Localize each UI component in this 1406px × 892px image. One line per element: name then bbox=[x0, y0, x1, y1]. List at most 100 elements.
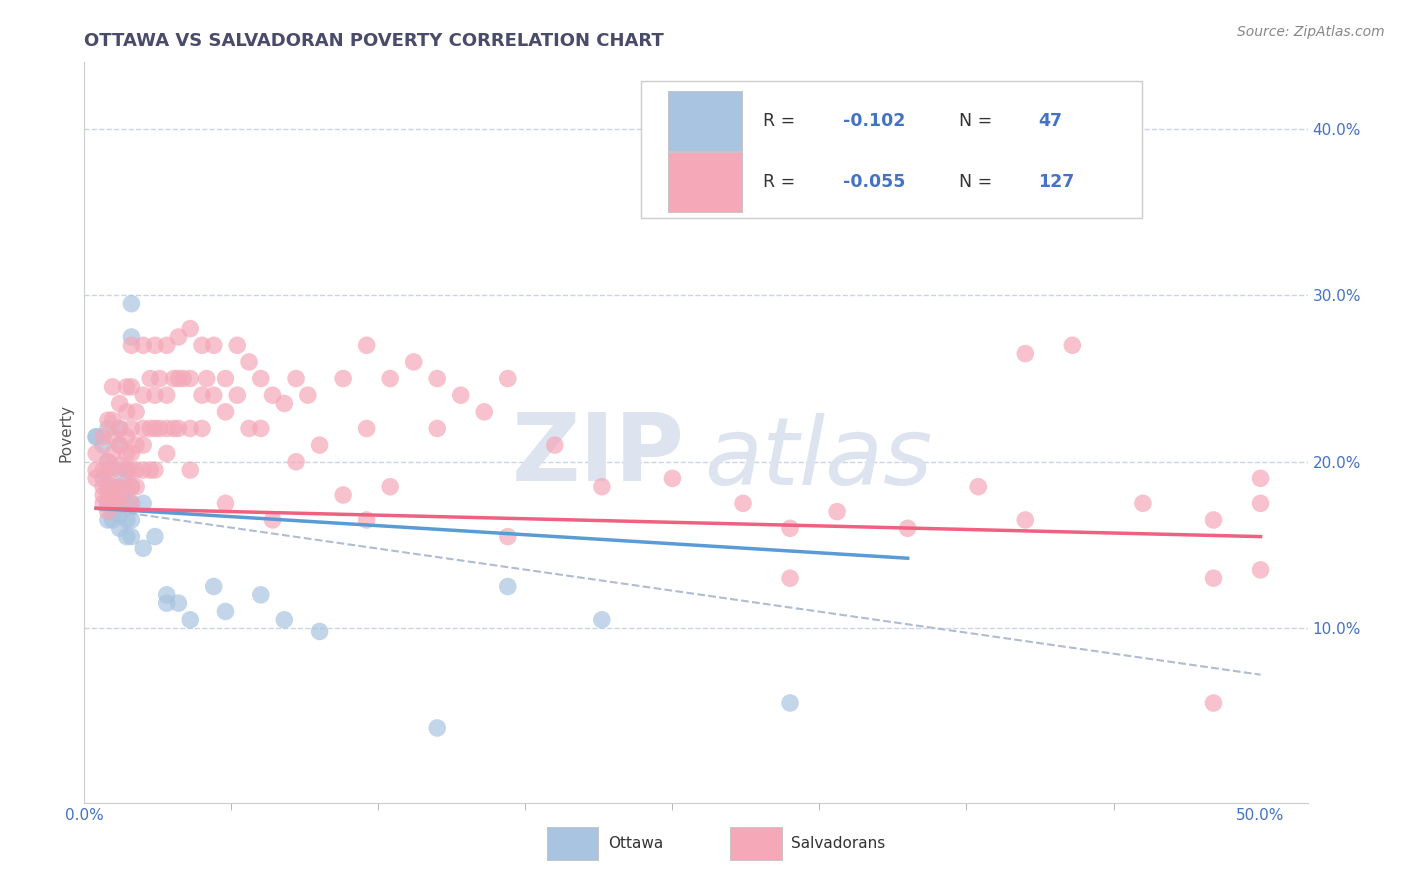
Point bbox=[226, 388, 249, 402]
Point bbox=[101, 463, 124, 477]
Point bbox=[779, 696, 801, 710]
Point bbox=[132, 338, 155, 352]
Point bbox=[120, 480, 142, 494]
Point bbox=[426, 721, 449, 735]
Point bbox=[120, 463, 142, 477]
Text: R =: R = bbox=[763, 112, 801, 130]
Point bbox=[132, 463, 155, 477]
Point bbox=[125, 405, 148, 419]
Point bbox=[191, 338, 214, 352]
Point bbox=[108, 488, 131, 502]
Point bbox=[179, 321, 201, 335]
Point bbox=[120, 496, 142, 510]
Point bbox=[779, 571, 801, 585]
Point bbox=[308, 438, 330, 452]
Point bbox=[108, 496, 131, 510]
Point bbox=[115, 530, 138, 544]
Point bbox=[139, 421, 162, 435]
Point bbox=[285, 371, 308, 385]
Point bbox=[125, 480, 148, 494]
Point bbox=[149, 421, 172, 435]
Point bbox=[1132, 496, 1154, 510]
Point bbox=[179, 421, 201, 435]
Point bbox=[172, 371, 194, 385]
Point bbox=[179, 371, 201, 385]
Point bbox=[661, 197, 683, 211]
Text: Salvadorans: Salvadorans bbox=[792, 836, 886, 851]
Point bbox=[101, 413, 124, 427]
Point bbox=[115, 463, 138, 477]
Point bbox=[97, 455, 120, 469]
Point bbox=[97, 480, 120, 494]
Text: N =: N = bbox=[959, 173, 998, 191]
Point bbox=[179, 463, 201, 477]
Point bbox=[167, 371, 190, 385]
Point bbox=[380, 480, 402, 494]
Point bbox=[91, 430, 114, 444]
Point bbox=[101, 513, 124, 527]
Text: OTTAWA VS SALVADORAN POVERTY CORRELATION CHART: OTTAWA VS SALVADORAN POVERTY CORRELATION… bbox=[84, 32, 664, 50]
Point bbox=[249, 371, 271, 385]
Point bbox=[202, 338, 225, 352]
Point bbox=[108, 508, 131, 522]
Point bbox=[1062, 338, 1084, 352]
Point bbox=[450, 388, 472, 402]
Point bbox=[262, 513, 284, 527]
Point bbox=[214, 605, 236, 619]
FancyBboxPatch shape bbox=[547, 827, 598, 860]
Point bbox=[101, 430, 124, 444]
Point bbox=[214, 371, 236, 385]
Point bbox=[897, 188, 920, 202]
Point bbox=[1202, 696, 1225, 710]
Point bbox=[101, 496, 124, 510]
Point bbox=[238, 421, 260, 435]
Point bbox=[108, 421, 131, 435]
Text: N =: N = bbox=[959, 112, 998, 130]
Point bbox=[156, 421, 179, 435]
Point bbox=[156, 446, 179, 460]
Point bbox=[156, 338, 179, 352]
Point bbox=[120, 296, 142, 310]
Point bbox=[132, 388, 155, 402]
Point bbox=[108, 438, 131, 452]
Point bbox=[120, 330, 142, 344]
Point bbox=[115, 513, 138, 527]
Point bbox=[108, 421, 131, 435]
Point bbox=[167, 421, 190, 435]
Point bbox=[108, 496, 131, 510]
Point bbox=[402, 355, 425, 369]
Point bbox=[297, 388, 319, 402]
Point bbox=[825, 505, 848, 519]
Point bbox=[226, 338, 249, 352]
Point bbox=[356, 513, 378, 527]
Point bbox=[149, 371, 172, 385]
Point bbox=[356, 421, 378, 435]
Point bbox=[97, 488, 120, 502]
Point bbox=[214, 405, 236, 419]
Point bbox=[167, 330, 190, 344]
Point bbox=[202, 580, 225, 594]
Point bbox=[143, 530, 166, 544]
Text: ZIP: ZIP bbox=[512, 409, 685, 500]
Point bbox=[120, 513, 142, 527]
Point bbox=[91, 438, 114, 452]
Point bbox=[496, 530, 519, 544]
Point bbox=[132, 438, 155, 452]
Point bbox=[1250, 496, 1272, 510]
Point bbox=[191, 421, 214, 435]
Point bbox=[84, 471, 107, 485]
Point bbox=[101, 505, 124, 519]
Point bbox=[101, 488, 124, 502]
Point bbox=[132, 421, 155, 435]
Text: -0.055: -0.055 bbox=[842, 173, 905, 191]
Text: R =: R = bbox=[763, 173, 801, 191]
Point bbox=[101, 380, 124, 394]
FancyBboxPatch shape bbox=[668, 91, 742, 151]
FancyBboxPatch shape bbox=[730, 827, 782, 860]
Point bbox=[143, 463, 166, 477]
Point bbox=[156, 588, 179, 602]
Point bbox=[108, 480, 131, 494]
Point bbox=[115, 446, 138, 460]
Point bbox=[195, 371, 218, 385]
Point bbox=[91, 488, 114, 502]
